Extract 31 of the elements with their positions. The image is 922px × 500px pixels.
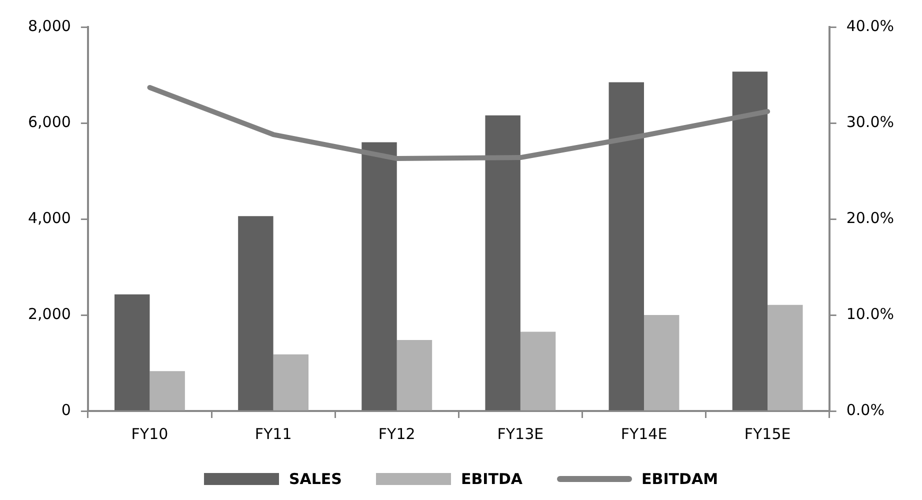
bar (114, 294, 150, 410)
bar (238, 216, 274, 410)
y2-tick-label: 20.0% (846, 208, 894, 227)
x-tick-label: FY15E (744, 424, 791, 443)
y-tick-label: 0 (61, 400, 71, 419)
y2-tick-label: 10.0% (846, 304, 894, 323)
bar (150, 371, 185, 410)
bar (396, 340, 432, 410)
bar (644, 315, 680, 410)
bar (732, 72, 768, 410)
bar (608, 82, 644, 410)
y2-tick-label: 30.0% (846, 112, 894, 131)
y-tick-label: 2,000 (28, 304, 71, 323)
x-tick-label: FY13E (497, 424, 544, 443)
y-tick-label: 6,000 (28, 112, 71, 131)
x-tick-label: FY11 (254, 424, 292, 443)
legend-label: EBITDAM (642, 470, 718, 488)
bar (768, 304, 803, 410)
y2-tick-label: 40.0% (846, 16, 894, 35)
y2-tick-label: 0.0% (846, 400, 884, 419)
y-tick-label: 8,000 (28, 16, 71, 35)
x-tick-label: FY12 (378, 424, 416, 443)
y-tick-label: 4,000 (28, 208, 71, 227)
legend-label: SALES (288, 470, 342, 488)
bar (485, 115, 520, 410)
x-tick-label: FY14E (620, 424, 668, 443)
bar (362, 142, 397, 410)
bar (520, 332, 556, 410)
legend-label: EBITDA (460, 470, 523, 488)
bar (273, 354, 309, 410)
x-tick-label: FY10 (131, 424, 168, 443)
